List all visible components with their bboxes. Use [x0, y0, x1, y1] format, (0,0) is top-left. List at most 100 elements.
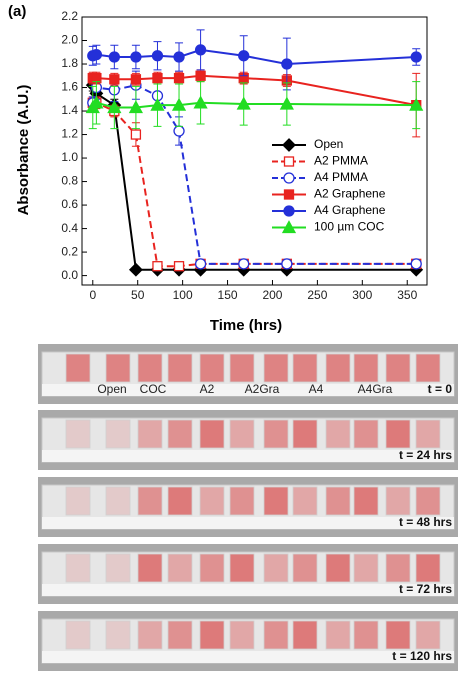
- photo-well: [263, 419, 289, 449]
- legend-label: 100 µm COC: [314, 220, 385, 234]
- photo-base: [42, 450, 454, 462]
- photo-well: [105, 486, 131, 516]
- photo-well: [415, 353, 441, 383]
- photo-well: [353, 620, 379, 650]
- data-point: [173, 125, 185, 137]
- y-tick-label: 0.4: [61, 221, 78, 235]
- column-label: A4Gra: [358, 382, 393, 396]
- column-label: A2Gra: [245, 382, 280, 396]
- legend-label: A4 PMMA: [314, 170, 368, 184]
- data-point: [193, 95, 208, 109]
- data-point: [128, 262, 143, 277]
- photo-well: [263, 620, 289, 650]
- photo-well: [105, 353, 131, 383]
- photo-well: [325, 419, 351, 449]
- column-label: A4: [309, 382, 324, 396]
- x-tick-label: 100: [173, 288, 193, 302]
- y-tick-label: 2.0: [61, 33, 78, 47]
- photo-well: [415, 419, 441, 449]
- data-point: [195, 70, 206, 81]
- photo-well: [415, 553, 441, 583]
- x-tick-label: 300: [352, 288, 372, 302]
- photo-well: [137, 486, 163, 516]
- photo-well: [137, 353, 163, 383]
- photo-well: [292, 353, 318, 383]
- y-tick-label: 0.8: [61, 174, 78, 188]
- time-label: t = 24 hrs: [399, 448, 452, 462]
- x-tick-label: 350: [397, 288, 417, 302]
- legend-marker: [283, 205, 295, 217]
- data-point: [281, 258, 293, 270]
- plot-frame: [81, 16, 428, 286]
- y-axis-title: Absorbance (A.U.): [15, 85, 32, 216]
- data-point: [281, 58, 293, 70]
- photo-well: [292, 419, 318, 449]
- time-label: t = 72 hrs: [399, 582, 452, 596]
- photo-well: [105, 553, 131, 583]
- legend-marker: [281, 220, 297, 234]
- data-point: [152, 261, 163, 272]
- photo-well: [415, 486, 441, 516]
- data-point: [151, 50, 164, 62]
- photo-well: [137, 419, 163, 449]
- data-point: [173, 51, 185, 63]
- x-tick-label: 250: [307, 288, 327, 302]
- photo-well: [353, 419, 379, 449]
- series-line: [91, 101, 417, 109]
- data-point: [194, 44, 207, 56]
- photo-well: [65, 353, 91, 383]
- photo-well: [229, 486, 255, 516]
- y-tick-label: 1.4: [61, 103, 78, 117]
- photo-well: [65, 486, 91, 516]
- y-tick-label: 0.2: [61, 244, 78, 258]
- photo-well: [385, 553, 411, 583]
- legend-marker: [283, 172, 295, 184]
- photo-well: [65, 419, 91, 449]
- column-label: A2: [200, 382, 215, 396]
- photo-well: [105, 419, 131, 449]
- data-point: [130, 74, 142, 85]
- photo-base: [42, 384, 454, 396]
- data-point: [150, 97, 165, 111]
- photo-well: [167, 620, 193, 650]
- data-point: [410, 51, 422, 63]
- data-point: [238, 50, 250, 62]
- column-label: Open: [97, 382, 126, 396]
- data-point: [171, 97, 187, 111]
- photo-well: [385, 486, 411, 516]
- y-tick-label: 1.8: [61, 56, 78, 70]
- panel-label: (a): [8, 3, 26, 20]
- x-tick-label: 150: [218, 288, 238, 302]
- data-point: [89, 95, 104, 109]
- time-label: t = 48 hrs: [399, 515, 452, 529]
- photo-well: [199, 353, 225, 383]
- data-point: [194, 258, 207, 270]
- legend-marker: [282, 138, 296, 152]
- photo-well: [229, 553, 255, 583]
- y-tick-label: 1.0: [61, 150, 78, 164]
- photo-well: [263, 353, 289, 383]
- photo-well: [325, 553, 351, 583]
- data-point: [108, 51, 120, 63]
- data-point: [152, 72, 163, 84]
- x-tick-label: 50: [131, 288, 145, 302]
- series-line: [91, 84, 417, 265]
- photo-well: [167, 353, 193, 383]
- photo-well: [199, 419, 225, 449]
- data-point: [130, 129, 142, 140]
- data-point: [238, 258, 250, 270]
- data-point: [173, 261, 185, 272]
- photo-well: [292, 620, 318, 650]
- photo-well: [292, 553, 318, 583]
- data-point: [279, 96, 294, 110]
- series-line: [92, 74, 417, 107]
- y-tick-label: 0.0: [61, 268, 78, 282]
- photo-well: [385, 353, 411, 383]
- photo-well: [167, 486, 193, 516]
- photo-well: [199, 620, 225, 650]
- photo-well: [167, 553, 193, 583]
- photo-well: [263, 486, 289, 516]
- photo-well: [199, 553, 225, 583]
- data-point: [410, 258, 422, 270]
